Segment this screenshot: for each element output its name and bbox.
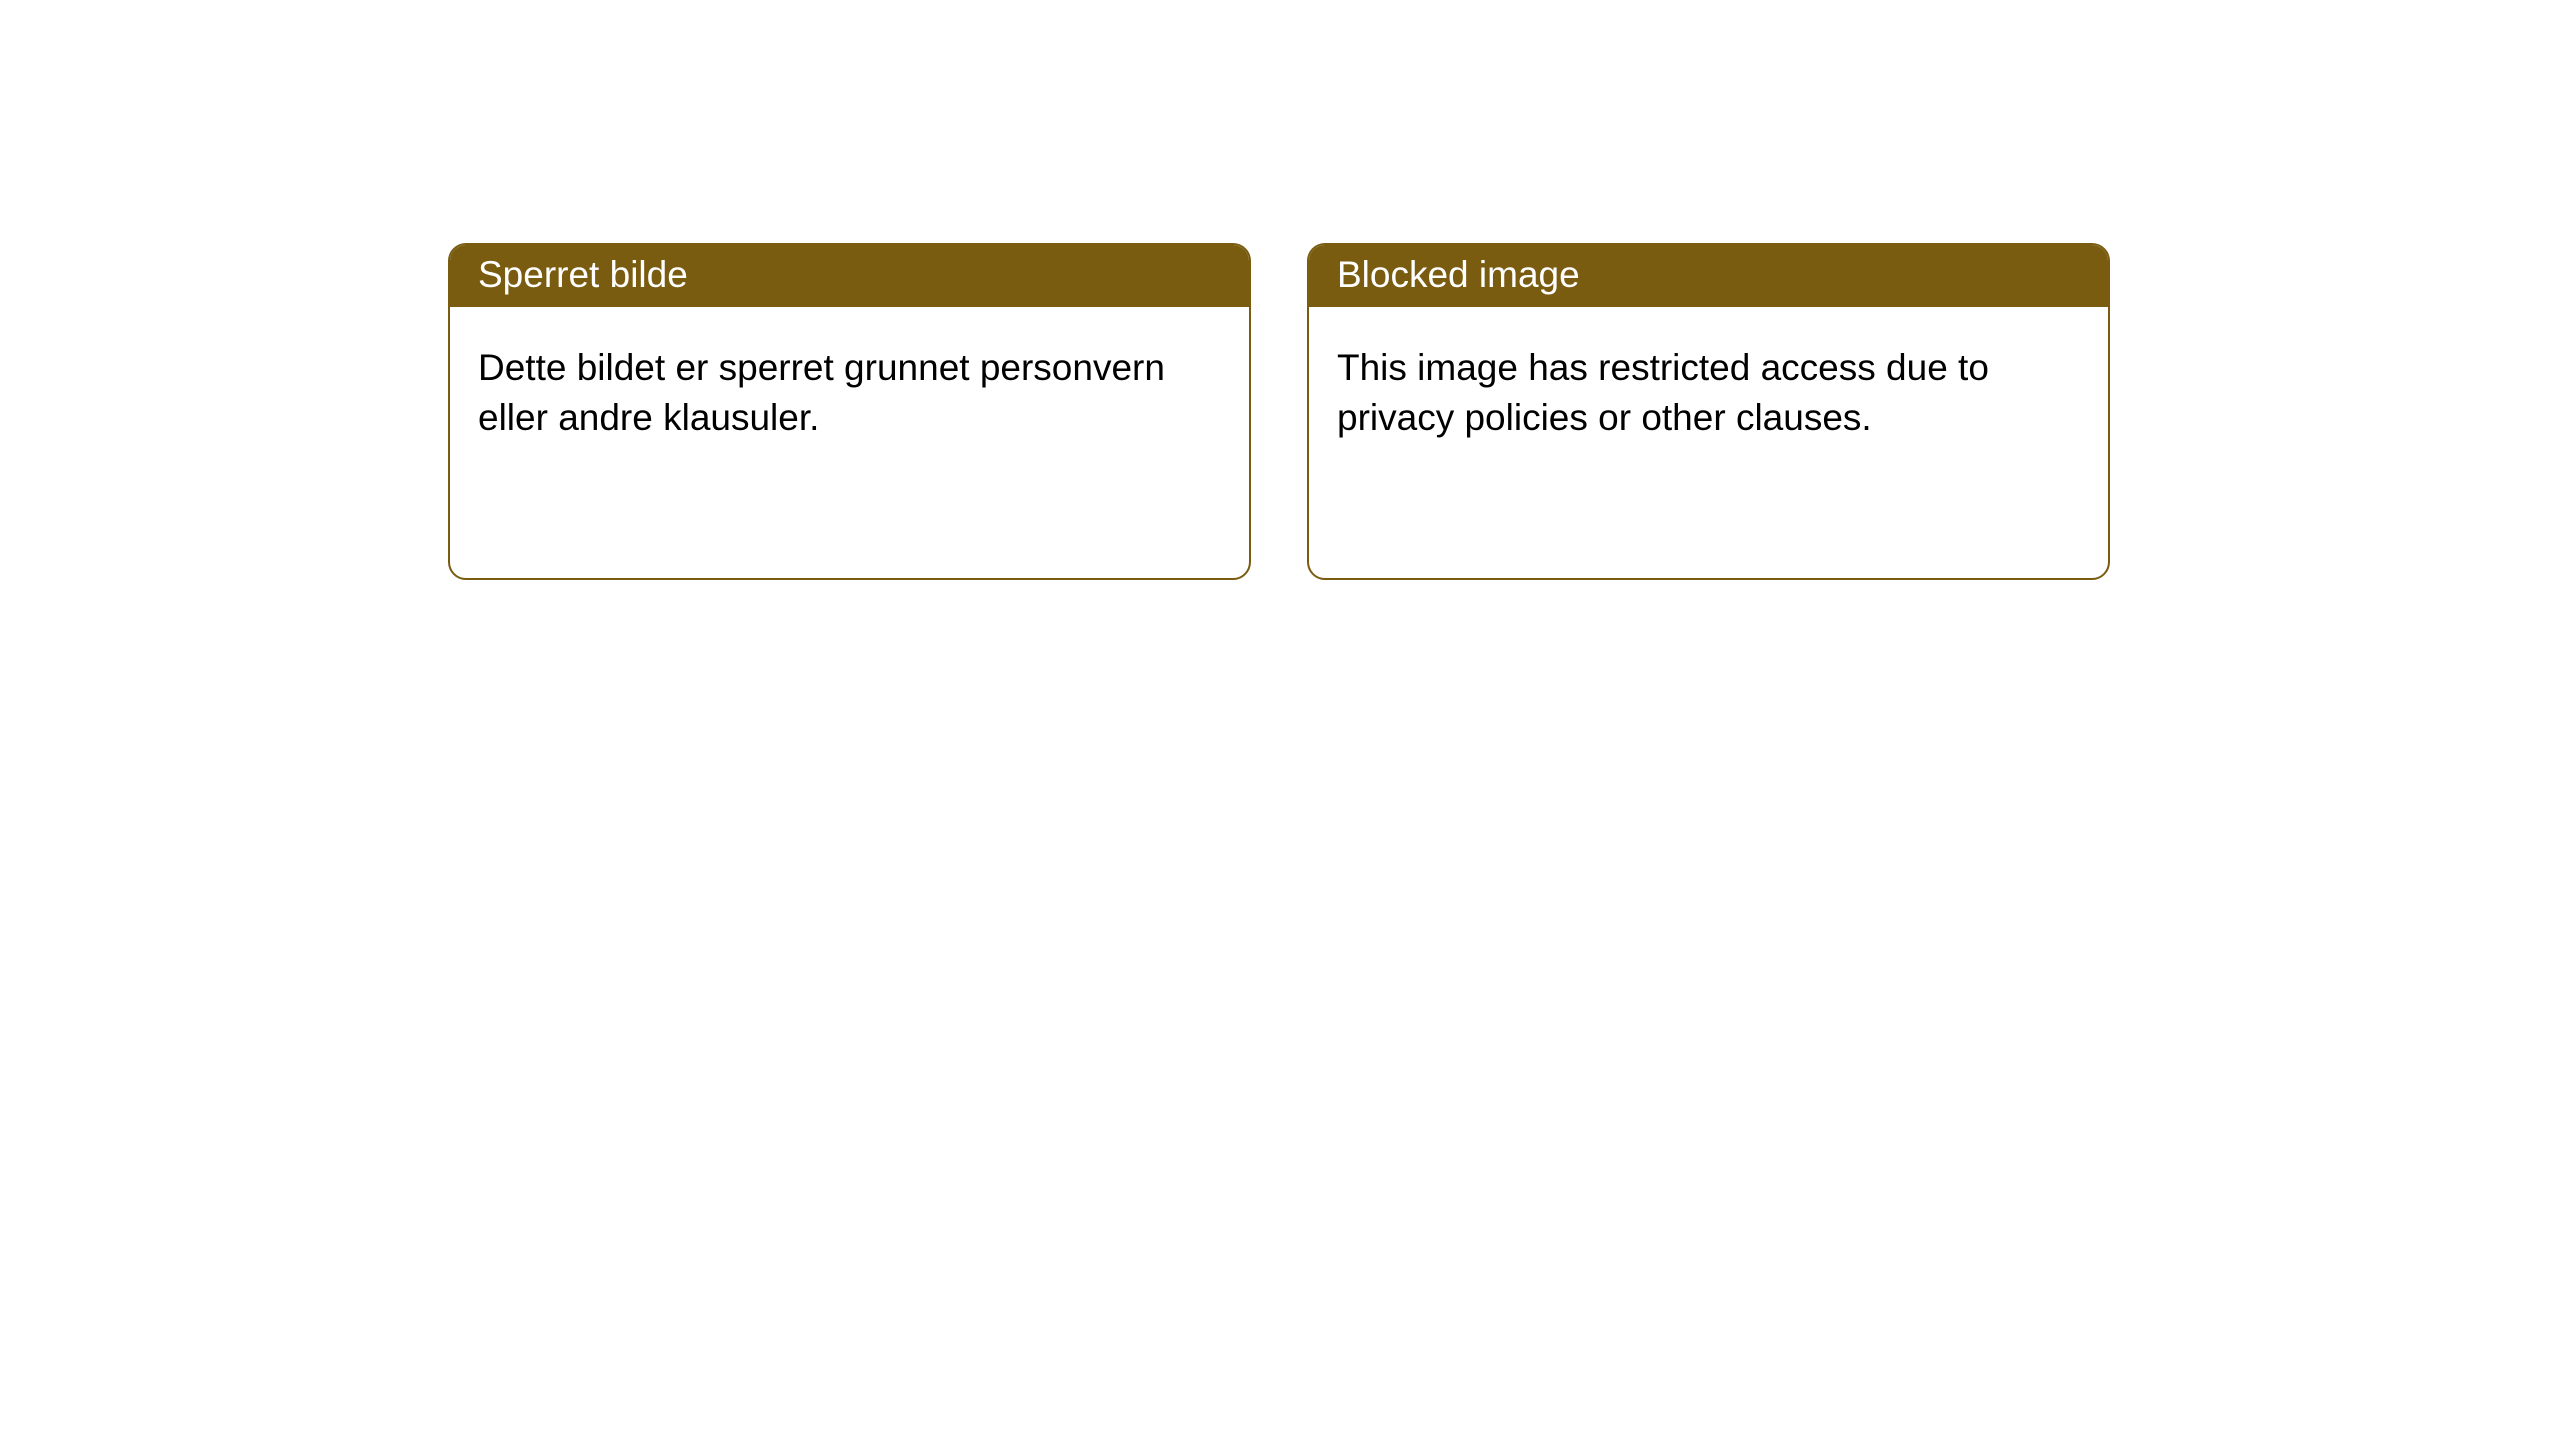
card-title-en: Blocked image xyxy=(1309,245,2108,307)
blocked-image-card-no: Sperret bilde Dette bildet er sperret gr… xyxy=(448,243,1251,580)
notice-container: Sperret bilde Dette bildet er sperret gr… xyxy=(0,0,2560,580)
blocked-image-card-en: Blocked image This image has restricted … xyxy=(1307,243,2110,580)
card-body-no: Dette bildet er sperret grunnet personve… xyxy=(450,307,1249,479)
card-title-no: Sperret bilde xyxy=(450,245,1249,307)
card-body-en: This image has restricted access due to … xyxy=(1309,307,2108,479)
